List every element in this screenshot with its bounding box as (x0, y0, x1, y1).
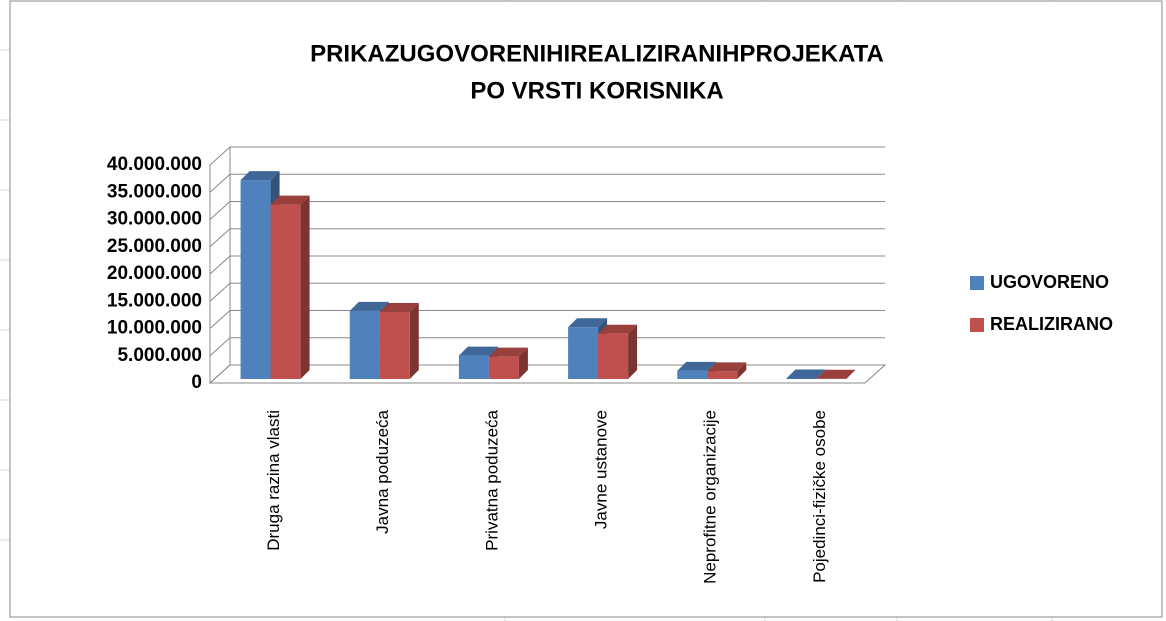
grid-line (209, 364, 231, 384)
legend-label: UGOVORENO (990, 272, 1109, 292)
x-tick-label: Javna poduzeća (373, 409, 392, 533)
y-tick-label: 30.000.000 (107, 209, 202, 230)
y-tick-label: 10.000.000 (107, 318, 202, 339)
legend-swatch (970, 318, 984, 332)
bar (379, 311, 410, 379)
bar-top (458, 346, 498, 356)
grid-line (209, 310, 231, 329)
x-tick-label: Pojedinci-fizičke osobe (810, 410, 829, 583)
bar-side (737, 362, 747, 379)
legend-swatch (970, 276, 984, 290)
y-tick-label: 25.000.000 (107, 236, 202, 257)
chart-area (9, 0, 1163, 618)
bar-side (409, 302, 419, 379)
bar-top (270, 195, 310, 205)
x-tick-label: Javne ustanove (592, 410, 611, 529)
bar (458, 355, 489, 379)
bar (786, 378, 817, 379)
x-tick-label: Neprofitne organizacije (701, 410, 720, 584)
grid-line (209, 201, 231, 220)
bar-top (598, 324, 638, 334)
chart-title: PRIKAZUGOVORENIHIREALIZIRANIHPROJEKATA (310, 40, 884, 67)
bar-top (816, 369, 856, 379)
grid-line (209, 228, 231, 248)
grid-line (209, 255, 231, 275)
bar-side (628, 324, 638, 379)
bar-top (349, 301, 389, 311)
bar (568, 327, 599, 379)
y-tick-label: 15.000.000 (107, 290, 202, 311)
bar-top (786, 369, 826, 379)
y-tick-label: 40.000.000 (107, 154, 202, 175)
bar-top (677, 361, 717, 371)
bar-side (846, 369, 856, 379)
bar-side (300, 195, 310, 379)
grid-line (209, 173, 231, 193)
y-tick-label: 35.000.000 (107, 181, 202, 202)
bar-top (488, 347, 528, 357)
bar-top (379, 302, 419, 312)
grid-line (209, 337, 231, 357)
bar-top (568, 318, 608, 328)
grid-line (209, 282, 231, 302)
bar-top (707, 362, 747, 372)
legend-label: REALIZIRANO (990, 314, 1113, 334)
x-tick-label: Privatna poduzeća (482, 409, 501, 550)
y-tick-label: 20.000.000 (107, 263, 202, 284)
grid-line (209, 146, 231, 166)
chart-title: PO VRSTI KORISNIKA (470, 77, 723, 104)
bar (488, 356, 519, 379)
bar (707, 371, 738, 379)
bar-side (518, 347, 528, 379)
y-tick-label: 5.000.000 (117, 345, 202, 366)
y-tick-label: 0 (191, 372, 202, 393)
bar (677, 370, 708, 379)
bar (240, 180, 271, 379)
bar-top (240, 171, 280, 181)
bar (349, 310, 380, 379)
bar (270, 204, 301, 379)
x-tick-label: Druga razina vlasti (264, 410, 283, 551)
bar (598, 333, 629, 379)
